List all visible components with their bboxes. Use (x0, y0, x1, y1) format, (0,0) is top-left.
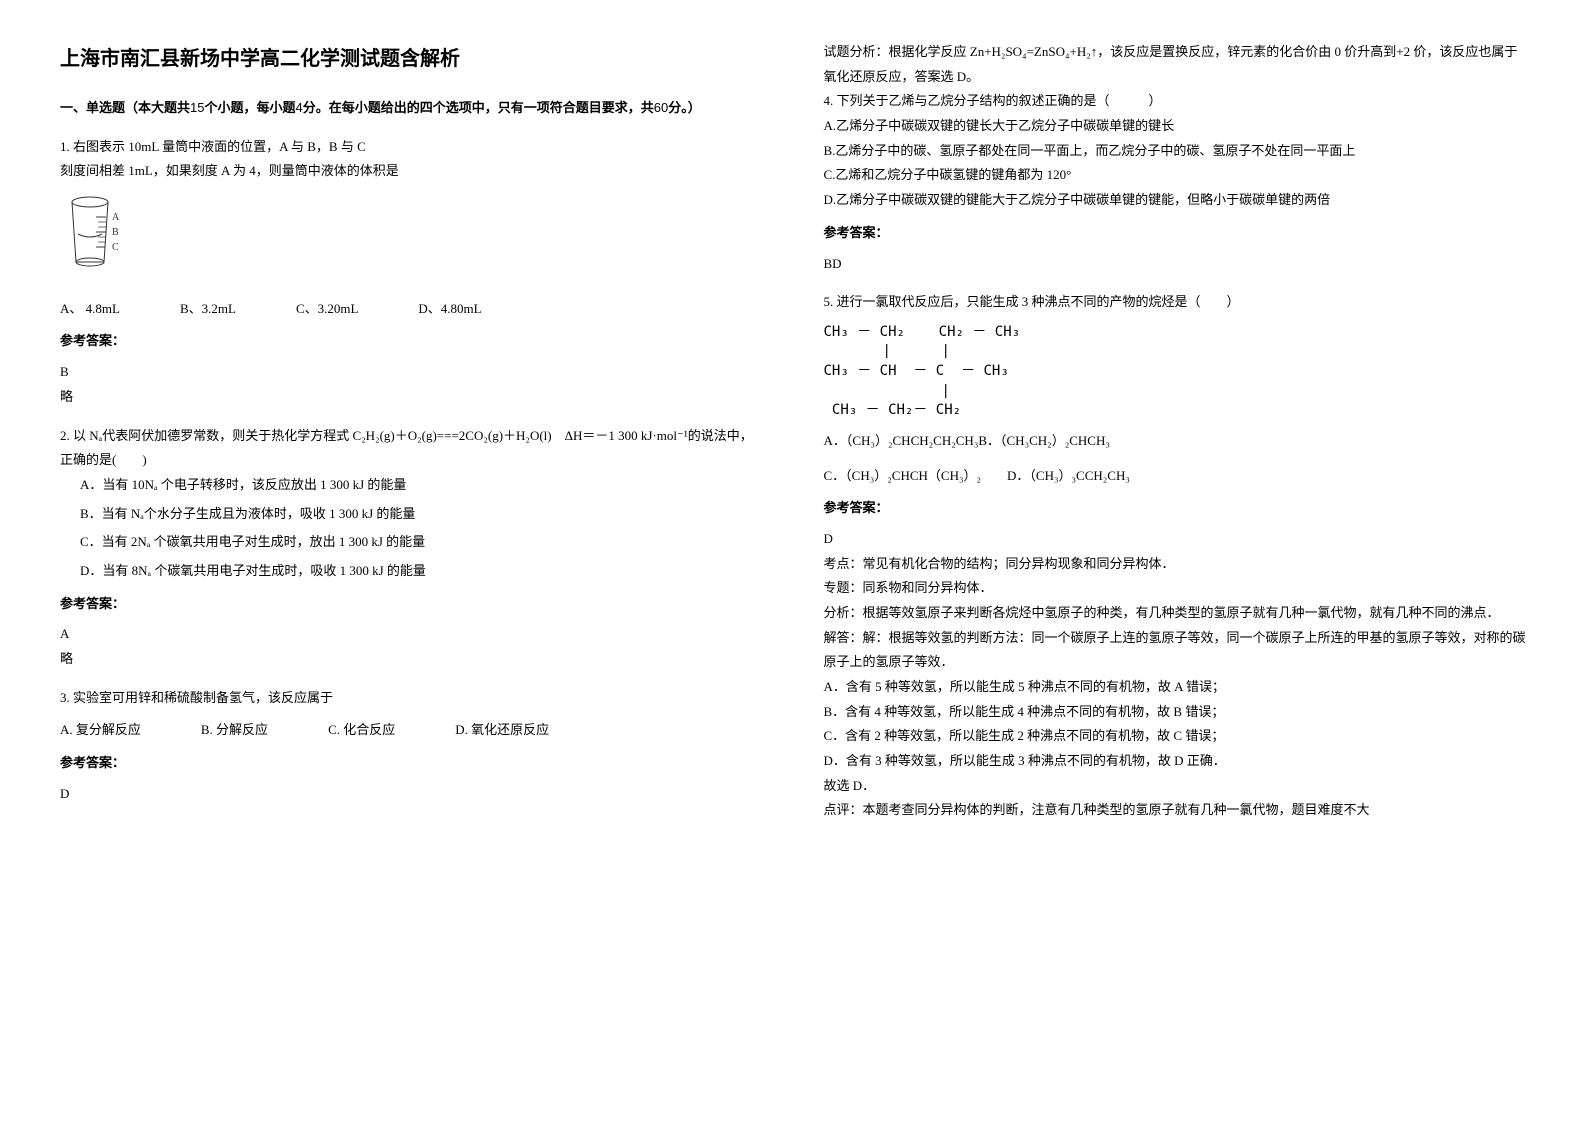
q5-jieda1: 解答：解：根据等效氢的判断方法：同一个碳原子上连的氢原子等效，同一个碳原子上所连… (824, 626, 1528, 675)
q1-answer: B (60, 360, 764, 385)
q4-opt-d: D.乙烯分子中碳碳双键的键能大于乙烷分子中碳碳单键的键能，但略小于碳碳单键的两倍 (824, 188, 1528, 213)
q1-opt-b: B、3.2mL (180, 297, 236, 322)
q1-skip: 略 (60, 385, 764, 410)
q3-opt-d: D. 氧化还原反应 (455, 718, 549, 743)
q5-kaodian: 考点：常见有机化合物的结构；同分异构现象和同分异构体． (824, 552, 1528, 577)
q5-jieda-c: C．含有 2 种等效氢，所以能生成 2 种沸点不同的有机物，故 C 错误； (824, 724, 1528, 749)
q2-skip: 略 (60, 647, 764, 672)
q3-opt-b: B. 分解反应 (201, 718, 268, 743)
svg-text:A: A (112, 212, 120, 223)
q2-opt-c: C．当有 2Nₐ 个碳氧共用电子对生成时，放出 1 300 kJ 的能量 (80, 530, 764, 555)
q1-opt-c: C、3.20mL (296, 297, 358, 322)
q4-opt-b: B.乙烯分子中的碳、氢原子都处在同一平面上，而乙烷分子中的碳、氢原子不处在同一平… (824, 139, 1528, 164)
q5-answer: D (824, 527, 1528, 552)
q2-opt-a: A．当有 10Nₐ 个电子转移时，该反应放出 1 300 kJ 的能量 (80, 473, 764, 498)
left-column: 上海市南汇县新场中学高二化学测试题含解析 一、单选题（本大题共15个小题，每小题… (60, 40, 764, 1082)
q1-line1: 1. 右图表示 10mL 量筒中液面的位置，A 与 B，B 与 C (60, 135, 764, 160)
svg-text:C: C (112, 242, 119, 253)
q5-zhuanti: 专题：同系物和同分异构体． (824, 576, 1528, 601)
structural-formula: CH₃ － CH₂ CH₂ － CH₃ | | CH₃ － CH － C － C… (824, 323, 1528, 421)
answer-label: 参考答案： (824, 221, 1528, 246)
page-title: 上海市南汇县新场中学高二化学测试题含解析 (60, 40, 764, 78)
q1-options: A、 4.8mL B、3.2mL C、3.20mL D、4.80mL (60, 297, 764, 322)
q5-jieda-b: B．含有 4 种等效氢，所以能生成 4 种沸点不同的有机物，故 B 错误； (824, 700, 1528, 725)
cylinder-icon: A B C (68, 192, 128, 272)
q1-opt-d: D、4.80mL (418, 297, 481, 322)
answer-label: 参考答案： (824, 496, 1528, 521)
q5-stem: 5. 进行一氯取代反应后，只能生成 3 种沸点不同的产物的烷烃是（ ） (824, 290, 1528, 315)
question-3: 3. 实验室可用锌和稀硫酸制备氢气，该反应属于 A. 复分解反应 B. 分解反应… (60, 686, 764, 807)
question-1: 1. 右图表示 10mL 量筒中液面的位置，A 与 B，B 与 C 刻度间相差 … (60, 135, 764, 410)
q3-opt-a: A. 复分解反应 (60, 718, 141, 743)
answer-label: 参考答案： (60, 329, 764, 354)
q2-options: A．当有 10Nₐ 个电子转移时，该反应放出 1 300 kJ 的能量 B．当有… (60, 473, 764, 584)
q5-jieda-a: A．含有 5 种等效氢，所以能生成 5 种沸点不同的有机物，故 A 错误； (824, 675, 1528, 700)
q3-stem: 3. 实验室可用锌和稀硫酸制备氢气，该反应属于 (60, 686, 764, 711)
q3-analysis: 试题分析：根据化学反应 Zn+H₂SO₄=ZnSO₄+H₂↑，该反应是置换反应，… (824, 40, 1528, 89)
q2-answer: A (60, 622, 764, 647)
question-2: 2. 以 Nₐ代表阿伏加德罗常数，则关于热化学方程式 C₂H₂(g)＋O₂(g)… (60, 424, 764, 672)
q4-opt-a: A.乙烯分子中碳碳双键的键长大于乙烷分子中碳碳单键的键长 (824, 114, 1528, 139)
q4-answer: BD (824, 252, 1528, 277)
q2-stem: 2. 以 Nₐ代表阿伏加德罗常数，则关于热化学方程式 C₂H₂(g)＋O₂(g)… (60, 424, 764, 473)
q5-opt-cd: C．（CH₃）₂CHCH（CH₃）₂ D．（CH₃）₃CCH₂CH₃ (824, 464, 1528, 489)
q5-jieda-d: D．含有 3 种等效氢，所以能生成 3 种沸点不同的有机物，故 D 正确． (824, 749, 1528, 774)
question-5: 5. 进行一氯取代反应后，只能生成 3 种沸点不同的产物的烷烃是（ ） CH₃ … (824, 290, 1528, 823)
q5-opt-ab: A．（CH₃）₂CHCH₂CH₂CH₃B．（CH₃CH₂）₂CHCH₃ (824, 429, 1528, 454)
q5-guxuan: 故选 D． (824, 774, 1528, 799)
q4-stem: 4. 下列关于乙烯与乙烷分子结构的叙述正确的是（ ） (824, 89, 1528, 114)
svg-text:B: B (112, 227, 119, 238)
q1-line2: 刻度间相差 1mL，如果刻度 A 为 4，则量筒中液体的体积是 (60, 159, 764, 184)
q4-opt-c: C.乙烯和乙烷分子中碳氢键的键角都为 120° (824, 163, 1528, 188)
right-column: 试题分析：根据化学反应 Zn+H₂SO₄=ZnSO₄+H₂↑，该反应是置换反应，… (824, 40, 1528, 1082)
q3-answer: D (60, 782, 764, 807)
q2-opt-d: D．当有 8Nₐ 个碳氧共用电子对生成时，吸收 1 300 kJ 的能量 (80, 559, 764, 584)
q2-opt-b: B．当有 Nₐ个水分子生成且为液体时，吸收 1 300 kJ 的能量 (80, 502, 764, 527)
q1-opt-a: A、 4.8mL (60, 297, 120, 322)
q3-options: A. 复分解反应 B. 分解反应 C. 化合反应 D. 氧化还原反应 (60, 718, 764, 743)
answer-label: 参考答案： (60, 592, 764, 617)
section-header: 一、单选题（本大题共15个小题，每小题4分。在每小题给出的四个选项中，只有一项符… (60, 96, 764, 121)
q5-dianping: 点评：本题考查同分异构体的判断，注意有几种类型的氢原子就有几种一氯代物，题目难度… (824, 798, 1528, 823)
q3-opt-c: C. 化合反应 (328, 718, 395, 743)
question-4: 4. 下列关于乙烯与乙烷分子结构的叙述正确的是（ ） A.乙烯分子中碳碳双键的键… (824, 89, 1528, 276)
q5-fenxi: 分析：根据等效氢原子来判断各烷烃中氢原子的种类，有几种类型的氢原子就有几种一氯代… (824, 601, 1528, 626)
answer-label: 参考答案： (60, 751, 764, 776)
